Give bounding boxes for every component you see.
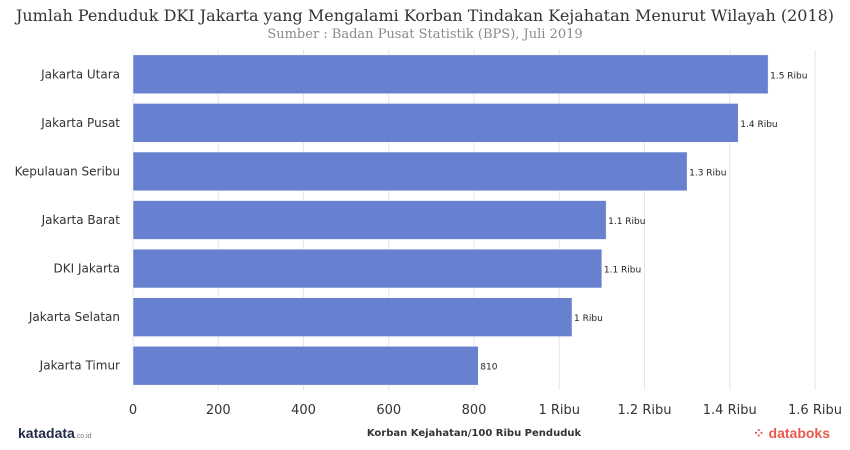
databoks-logo-text: databoks (768, 425, 830, 441)
chart-subtitle: Sumber : Badan Pusat Statistik (BPS), Ju… (267, 27, 583, 42)
x-tick-label: 1 Ribu (538, 403, 580, 418)
katadata-logo-text: katadata (18, 425, 75, 441)
data-label: 1.1 Ribu (604, 266, 641, 276)
bar[interactable] (132, 346, 479, 386)
chart-title: Jumlah Penduduk DKI Jakarta yang Mengala… (15, 6, 835, 25)
databoks-logo: ⁘ databoks (753, 425, 830, 442)
category-label: Jakarta Utara (40, 67, 120, 81)
databoks-icon: ⁘ (752, 425, 765, 441)
katadata-logo: katadata.co.id (18, 425, 92, 441)
bar[interactable] (132, 200, 607, 240)
bars (132, 54, 769, 386)
data-label: 1.1 Ribu (608, 217, 645, 227)
x-axis-label: Korban Kejahatan/100 Ribu Penduduk (366, 428, 582, 439)
data-label: 1 Ribu (574, 314, 603, 324)
x-tick-label: 1.4 Ribu (703, 403, 757, 418)
bar[interactable] (132, 103, 739, 143)
x-tick-label: 600 (376, 403, 401, 418)
bar[interactable] (132, 248, 603, 289)
category-label: Jakarta Selatan (28, 310, 120, 324)
bar[interactable] (132, 54, 769, 94)
data-label: 1.3 Ribu (689, 168, 726, 178)
category-label: Jakarta Timur (39, 359, 120, 373)
category-label: Jakarta Barat (41, 213, 121, 227)
x-tick-label: 400 (291, 403, 316, 418)
data-label: 1.4 Ribu (740, 120, 777, 130)
x-tick-label: 800 (462, 403, 487, 418)
x-tick-label: 200 (206, 403, 231, 418)
x-tick-label: 1.6 Ribu (788, 403, 842, 418)
data-label: 1.5 Ribu (770, 71, 807, 81)
data-labels: 1.5 Ribu 1.4 Ribu 1.3 Ribu 1.1 Ribu 1.1 Ribu… (480, 71, 807, 372)
category-labels: Jakarta Utara Jakarta Pusat Kepulauan Seri… (15, 67, 121, 372)
category-label: DKI Jakarta (54, 262, 120, 276)
category-label: Kepulauan Seribu (15, 164, 120, 178)
x-tick-labels: 0 200 400 600 800 1 Ribu 1.2 Ribu 1.4 Ribu 1.6 R… (129, 403, 842, 418)
katadata-logo-suffix: .co.id (74, 433, 92, 440)
data-label: 810 (480, 363, 497, 373)
bar[interactable] (132, 151, 688, 192)
category-label: Jakarta Pusat (40, 116, 120, 130)
x-tick-label: 0 (129, 403, 137, 418)
bar[interactable] (132, 297, 573, 337)
x-tick-label: 1.2 Ribu (618, 403, 672, 418)
